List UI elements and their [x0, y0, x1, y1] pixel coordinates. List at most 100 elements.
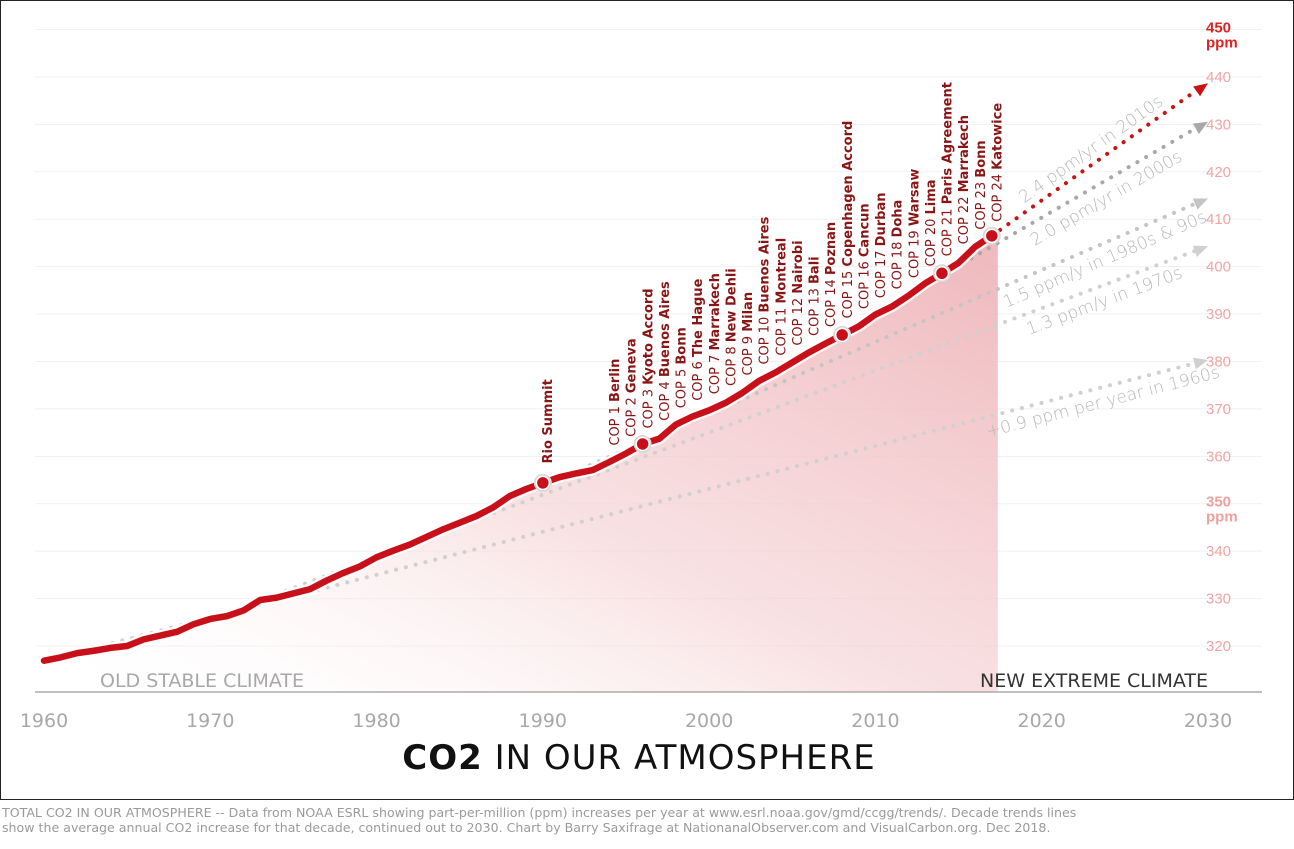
trend-arrowhead — [1192, 245, 1208, 257]
area-fill — [44, 235, 998, 692]
event-marker — [984, 228, 1000, 244]
event-label-name: Buenos Aires — [758, 216, 773, 312]
chart-title: CO2 IN OUR ATMOSPHERE — [0, 738, 1278, 778]
event-label-name: Milan — [741, 292, 756, 332]
event-label: COP 14 Poznan — [824, 222, 839, 327]
y-tick-label: 450 — [1206, 20, 1231, 37]
event-label: COP 20 Lima — [924, 179, 939, 266]
trend-line — [208, 247, 1202, 621]
event-label-prefix: COP 1 — [608, 402, 623, 446]
y-tick-label: 320 — [1206, 638, 1231, 655]
trend-label: 2.4 ppm/yr in 2010s — [1015, 92, 1167, 208]
event-label-name: Berlin — [608, 359, 623, 402]
event-label-name: Doha — [891, 200, 906, 238]
event-label-name: Copenhagen Accord — [841, 121, 856, 267]
x-tick-label: 2030 — [1184, 710, 1232, 732]
event-label-name: Marrakech — [708, 273, 723, 350]
x-tick-label: 1970 — [186, 710, 234, 732]
zone-right-label: NEW EXTREME CLIMATE — [980, 670, 1208, 692]
event-label-prefix: COP 9 — [741, 332, 756, 376]
trend-arrowhead — [1192, 121, 1208, 135]
x-tick-label: 1980 — [352, 710, 400, 732]
y-tick-unit: ppm — [1206, 509, 1238, 526]
event-label: COP 22 Marrakech — [957, 115, 972, 244]
event-label-prefix: COP 10 — [758, 313, 773, 365]
event-label: COP 24 Katowice — [990, 103, 1005, 222]
event-label-prefix: COP 18 — [891, 237, 906, 289]
footer-line-1: TOTAL CO2 IN OUR ATMOSPHERE -- Data from… — [2, 805, 1077, 820]
event-label-prefix: COP 14 — [824, 275, 839, 327]
x-tick-label: 2010 — [851, 710, 899, 732]
event-label: COP 21 Paris Agreement — [941, 82, 956, 256]
event-label-prefix: COP 5 — [675, 365, 690, 409]
y-tick-label: 420 — [1206, 164, 1231, 181]
event-label-name: Durban — [874, 193, 889, 247]
event-label: COP 12 Nairobi — [791, 240, 806, 345]
event-label: COP 5 Bonn — [675, 327, 690, 408]
y-tick-label: 370 — [1206, 401, 1231, 418]
event-label-name: Cancun — [857, 203, 872, 257]
footer-line-2: show the average annual CO2 increase for… — [2, 820, 1051, 835]
event-label-prefix: COP 4 — [658, 377, 673, 421]
co2-line — [38, 230, 998, 667]
y-axis: 320330340360370380390400410420430440450p… — [1206, 20, 1238, 655]
zone-left-label: OLD STABLE CLIMATE — [100, 670, 304, 692]
event-label-prefix: COP 24 — [990, 170, 1005, 222]
event-label-name: Rio Summit — [541, 379, 556, 463]
event-label: COP 16 Cancun — [857, 203, 872, 309]
event-label: COP 7 Marrakech — [708, 273, 723, 394]
event-label-name: Bali — [808, 256, 823, 284]
y-tick-label: 390 — [1206, 306, 1231, 323]
y-tick-label: 400 — [1206, 259, 1231, 276]
event-label-prefix: COP 20 — [924, 214, 939, 266]
y-tick-unit: ppm — [1206, 35, 1238, 52]
x-axis: 1960 1970 1980 1990 2000 2010 2020 2030 — [20, 691, 1262, 732]
event-label-name: New Dehli — [724, 268, 739, 342]
event-label-name: Geneva — [625, 338, 640, 393]
event-label: COP 9 Milan — [741, 292, 756, 376]
event-label-name: Buenos Aires — [658, 281, 673, 377]
trend-label: +0.9 ppm per year in 1960s — [984, 363, 1222, 442]
event-label: COP 1 Berlin — [608, 359, 623, 446]
event-label-name: Poznan — [824, 222, 839, 275]
event-label: COP 19 Warsaw — [907, 169, 922, 279]
title-bold: CO2 — [402, 738, 483, 778]
event-label: COP 8 New Dehli — [724, 268, 739, 386]
event-label-name: Marrakech — [957, 115, 972, 192]
y-tick-label: 430 — [1206, 116, 1231, 133]
y-tick-label: 360 — [1206, 448, 1231, 465]
event-label-prefix: COP 11 — [774, 304, 789, 356]
y-tick-label: 410 — [1206, 211, 1231, 228]
event-label-name: Nairobi — [791, 240, 806, 293]
x-tick-label: 1960 — [20, 710, 68, 732]
trend-line — [374, 199, 1202, 560]
event-label: COP 15 Copenhagen Accord — [841, 121, 856, 319]
event-label-name: Kyoto Accord — [641, 288, 656, 384]
trend-line — [42, 359, 1202, 663]
event-label-name: Warsaw — [907, 169, 922, 227]
event-marker — [834, 327, 850, 343]
event-label-prefix: COP 3 — [641, 385, 656, 429]
trend-arrowhead — [1192, 357, 1208, 370]
event-marker — [535, 475, 551, 491]
event-label: COP 17 Durban — [874, 193, 889, 299]
event-label: COP 18 Doha — [891, 200, 906, 290]
event-markers — [533, 226, 1001, 492]
y-tick-label: 380 — [1206, 353, 1231, 370]
event-label-prefix: COP 15 — [841, 267, 856, 319]
event-label-prefix: COP 16 — [857, 257, 872, 309]
y-tick-label: 340 — [1206, 543, 1231, 560]
area-under-curve — [44, 235, 998, 692]
event-marker — [934, 266, 950, 281]
event-label-prefix: COP 12 — [791, 294, 806, 346]
event-label-prefix: COP 2 — [625, 393, 640, 437]
event-label: COP 3 Kyoto Accord — [641, 288, 656, 428]
event-label: COP 10 Buenos Aires — [758, 216, 773, 364]
trend-arrowhead — [1192, 198, 1208, 210]
trend-arrowhead — [1193, 83, 1208, 97]
trend-line — [989, 85, 1202, 238]
event-label-prefix: COP 22 — [957, 192, 972, 244]
x-tick-label: 2020 — [1018, 710, 1066, 732]
